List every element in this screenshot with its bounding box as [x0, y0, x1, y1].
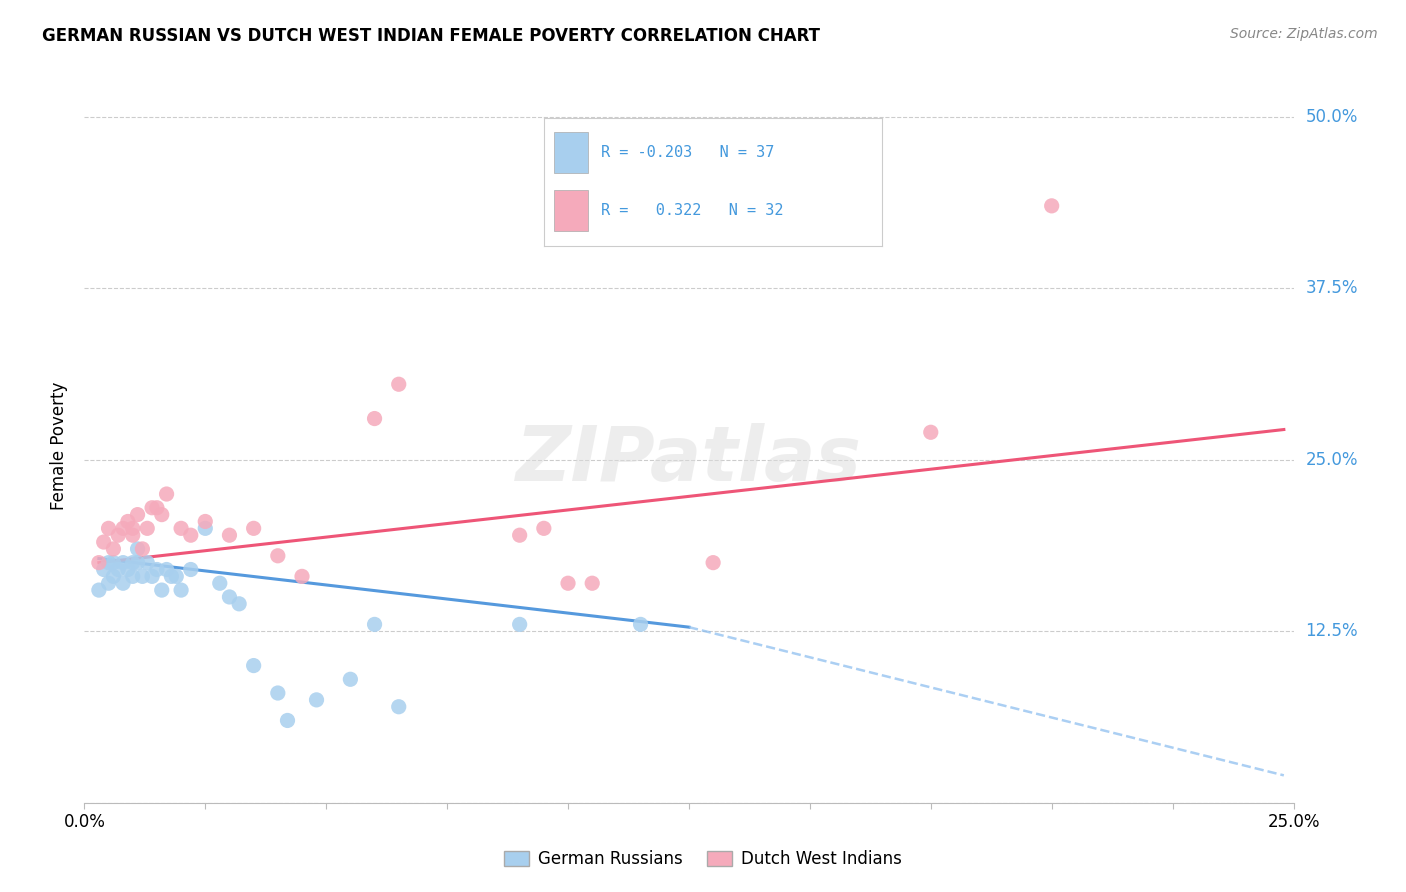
Point: [155, 562, 177, 576]
Point: [557, 576, 579, 591]
Text: R =   0.322   N = 32: R = 0.322 N = 32: [602, 202, 785, 218]
Point: [581, 576, 603, 591]
Point: [136, 521, 159, 535]
Y-axis label: Female Poverty: Female Poverty: [51, 382, 69, 510]
Point: [160, 569, 183, 583]
Point: [194, 515, 217, 529]
Text: GERMAN RUSSIAN VS DUTCH WEST INDIAN FEMALE POVERTY CORRELATION CHART: GERMAN RUSSIAN VS DUTCH WEST INDIAN FEMA…: [42, 27, 820, 45]
Point: [87, 556, 110, 570]
Point: [509, 617, 531, 632]
Point: [107, 562, 129, 576]
Point: [291, 569, 314, 583]
Point: [121, 528, 143, 542]
FancyBboxPatch shape: [554, 132, 588, 173]
Text: 12.5%: 12.5%: [1306, 623, 1358, 640]
Point: [97, 521, 120, 535]
Point: [107, 528, 129, 542]
Point: [180, 562, 202, 576]
Point: [208, 576, 231, 591]
Point: [127, 508, 149, 522]
Point: [702, 556, 724, 570]
Point: [112, 576, 135, 591]
Text: R = -0.203   N = 37: R = -0.203 N = 37: [602, 145, 775, 160]
Point: [305, 693, 328, 707]
Point: [146, 500, 169, 515]
Point: [267, 549, 290, 563]
Point: [228, 597, 250, 611]
Text: 50.0%: 50.0%: [1306, 108, 1358, 126]
Point: [155, 487, 177, 501]
Point: [121, 521, 143, 535]
Point: [117, 562, 139, 576]
Point: [630, 617, 652, 632]
Point: [509, 528, 531, 542]
Point: [93, 562, 115, 576]
Point: [1040, 199, 1063, 213]
Point: [141, 500, 163, 515]
Point: [112, 556, 135, 570]
Point: [97, 576, 120, 591]
Point: [170, 521, 193, 535]
Point: [267, 686, 290, 700]
Point: [127, 541, 149, 556]
Point: [218, 528, 240, 542]
Point: [363, 411, 385, 425]
Legend: German Russians, Dutch West Indians: German Russians, Dutch West Indians: [498, 844, 908, 875]
Point: [127, 556, 149, 570]
Point: [533, 521, 555, 535]
Point: [121, 556, 143, 570]
Point: [339, 673, 361, 687]
Point: [180, 528, 202, 542]
Point: [121, 569, 143, 583]
Text: ZIPatlas: ZIPatlas: [516, 424, 862, 497]
Point: [150, 583, 173, 598]
Text: 37.5%: 37.5%: [1306, 279, 1358, 297]
Point: [242, 658, 264, 673]
Point: [242, 521, 264, 535]
Point: [363, 617, 385, 632]
Point: [388, 377, 411, 392]
Text: 25.0%: 25.0%: [1306, 450, 1358, 468]
Point: [276, 714, 298, 728]
Point: [141, 569, 163, 583]
Point: [117, 515, 139, 529]
Point: [920, 425, 942, 440]
Point: [87, 583, 110, 598]
Point: [170, 583, 193, 598]
Point: [97, 556, 120, 570]
Point: [218, 590, 240, 604]
Point: [103, 556, 125, 570]
Point: [388, 699, 411, 714]
Point: [131, 541, 153, 556]
Point: [103, 569, 125, 583]
Point: [150, 508, 173, 522]
Point: [131, 569, 153, 583]
Point: [112, 521, 135, 535]
Point: [103, 541, 125, 556]
FancyBboxPatch shape: [554, 190, 588, 231]
Point: [136, 556, 159, 570]
Text: Source: ZipAtlas.com: Source: ZipAtlas.com: [1230, 27, 1378, 41]
Point: [93, 535, 115, 549]
Point: [194, 521, 217, 535]
Point: [165, 569, 187, 583]
Point: [146, 562, 169, 576]
